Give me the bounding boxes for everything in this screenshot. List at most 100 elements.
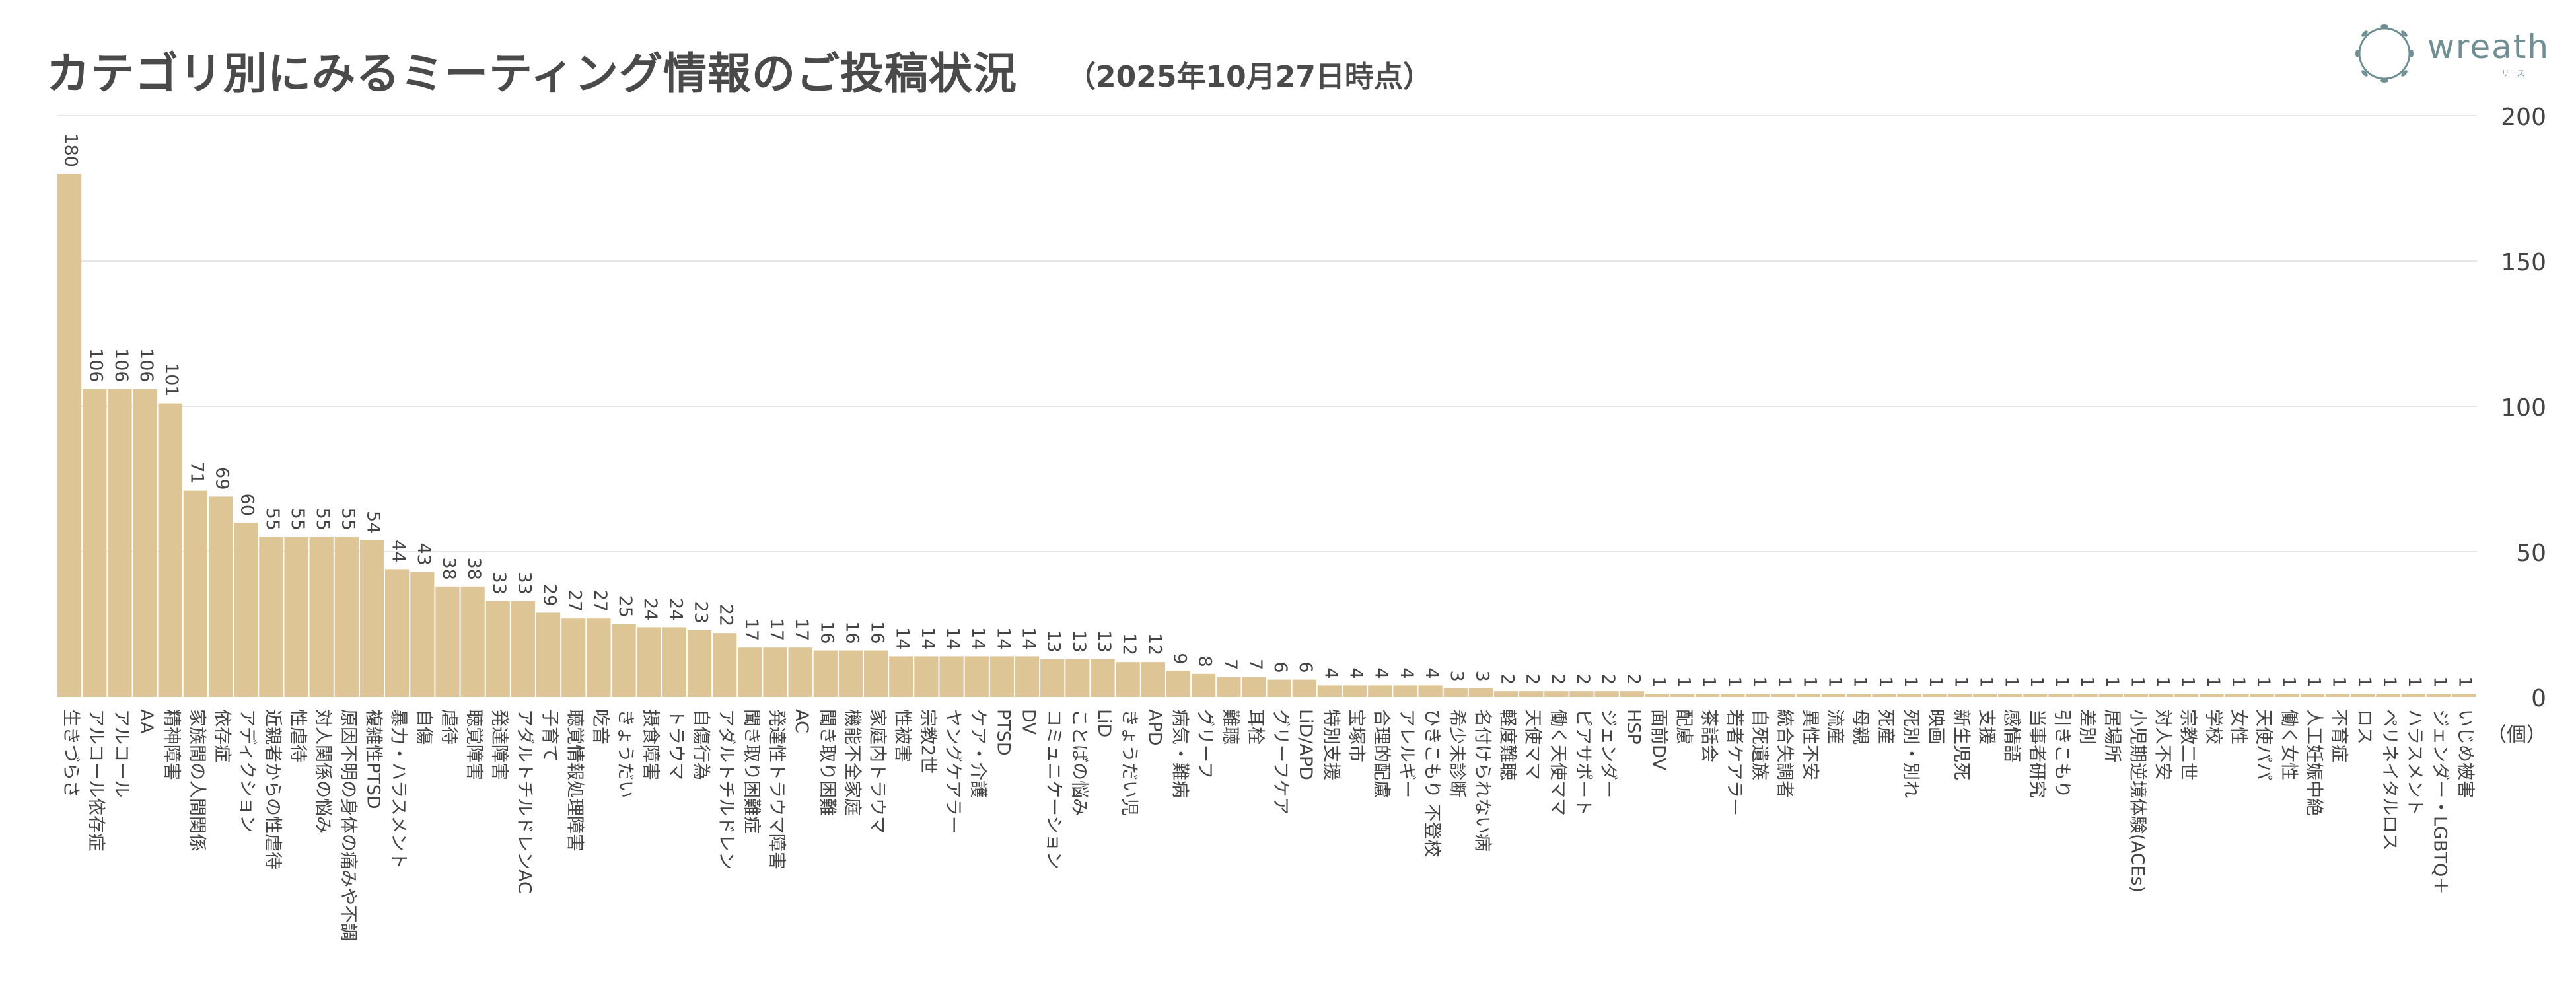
bar [1267,679,1291,697]
bar-value-label: 16 [867,621,888,644]
bar-value-label: 1 [2404,676,2425,687]
bar-value-label: 9 [1169,653,1190,664]
category-label: 耳栓 [1245,709,1266,745]
bar [410,572,435,697]
bar-value-label: 2 [1598,673,1618,684]
bar [813,650,838,697]
bar [561,618,586,697]
category-label: アダルトチルドレン [716,709,736,870]
category-label: 聞き取り困難 [816,709,837,816]
bar-value-label: 2 [1497,673,1517,684]
bar [1620,691,1644,697]
category-label: 虐待 [439,709,459,745]
category-label: きょうだい児 [1119,709,1139,816]
bar [284,537,308,697]
category-label: 茶話会 [1699,709,1719,762]
y-tick-label: 150 [2501,249,2546,276]
bar-value-label: 1 [2001,676,2022,687]
category-label: 子育て [540,709,560,762]
bar [485,601,510,697]
bar-value-label: 38 [439,557,459,579]
category-label: 吃音 [590,709,610,745]
bar-value-label: 1 [1699,676,1719,687]
bar [1721,694,1745,697]
page-title: カテゴリ別にみるミーティング情報のご投稿状況 [46,48,1018,99]
bar [2250,694,2274,697]
category-label: 対人不安 [2153,709,2173,780]
bar-value-label: 12 [1144,633,1164,655]
bar [1897,694,1921,697]
bar-value-label: 4 [1421,667,1442,679]
category-label: 摂食障害 [640,709,661,780]
y-tick-label: 200 [2501,104,2546,131]
category-label: 性被害 [892,709,913,762]
bar-value-label: 13 [1094,630,1114,652]
category-label: 支援 [1976,709,1996,745]
bar [435,586,460,697]
category-label: 性虐待 [287,709,308,762]
bar-value-label: 7 [1245,659,1266,670]
category-label: アレルギー [1396,709,1417,798]
category-label: 感情語 [2001,709,2022,762]
bar-value-label: 44 [388,540,409,562]
bar-value-label: 16 [816,621,837,644]
bar [2401,694,2425,697]
bar-value-label: 1 [2153,676,2173,687]
bar [1166,671,1191,697]
bar [763,648,787,697]
category-label: 家庭内トラウマ [867,709,888,834]
bar [460,586,485,697]
bar [1872,694,1896,697]
category-label: 学校 [2203,709,2223,745]
category-label: ハラスメント [2404,709,2425,815]
bar [1746,694,1770,697]
bar [2275,694,2299,697]
bar [687,630,712,697]
y-tick-label: 100 [2501,394,2546,422]
bar-value-label: 14 [968,627,988,649]
category-label: 生きづらさ [61,709,81,798]
category-label: 若者ケアラー [1724,709,1744,816]
bar-value-label: 6 [1295,661,1316,673]
category-label: アルコール依存症 [86,709,106,851]
bar-value-label: 1 [1875,676,1896,687]
bar-value-label: 4 [1371,667,1392,679]
bar-value-label: 54 [363,511,383,533]
category-label: グリーフケア [1270,709,1291,815]
bar-value-label: 1 [2077,676,2097,687]
bar-value-label: 17 [741,618,762,641]
category-label: 居場所 [2102,709,2122,762]
logo-subtext: リース [2501,69,2525,78]
category-label: 天使ママ [1522,709,1543,780]
page-subtitle: （2025年10月27日時点） [1067,60,1432,94]
category-label: 発達性トラウマ障害 [766,709,787,870]
bar [234,523,258,697]
category-label: 自傷 [413,709,434,745]
bar-value-label: 1 [2052,676,2072,687]
category-label: ロス [2354,709,2375,745]
bar-value-label: 55 [338,508,358,531]
category-label: 異性不安 [1799,709,1820,780]
bar [2351,694,2375,697]
bar-value-label: 1 [1925,676,1946,687]
bar [2426,694,2451,697]
category-label: トラウマ [665,709,686,780]
bar [2073,694,2098,697]
bar-value-label: 60 [237,494,258,516]
bar-value-label: 1 [1774,676,1795,687]
bar [2149,694,2174,697]
category-label: アルコール [111,709,131,797]
bar-value-label: 2 [1548,673,1568,684]
bar-value-label: 17 [791,618,812,641]
category-label: 合理的配慮 [1371,709,1392,798]
category-label: ピアサポート [1573,709,1593,816]
bar [1519,691,1544,697]
category-label: ジェンダー [1598,709,1618,798]
bar [2326,694,2350,697]
bar [914,656,939,697]
bar-value-label: 1 [1900,676,1921,687]
bar-value-label: 14 [917,627,938,649]
bar-value-label: 106 [111,348,131,383]
bar-value-label: 29 [540,583,560,606]
bar [1796,694,1821,697]
